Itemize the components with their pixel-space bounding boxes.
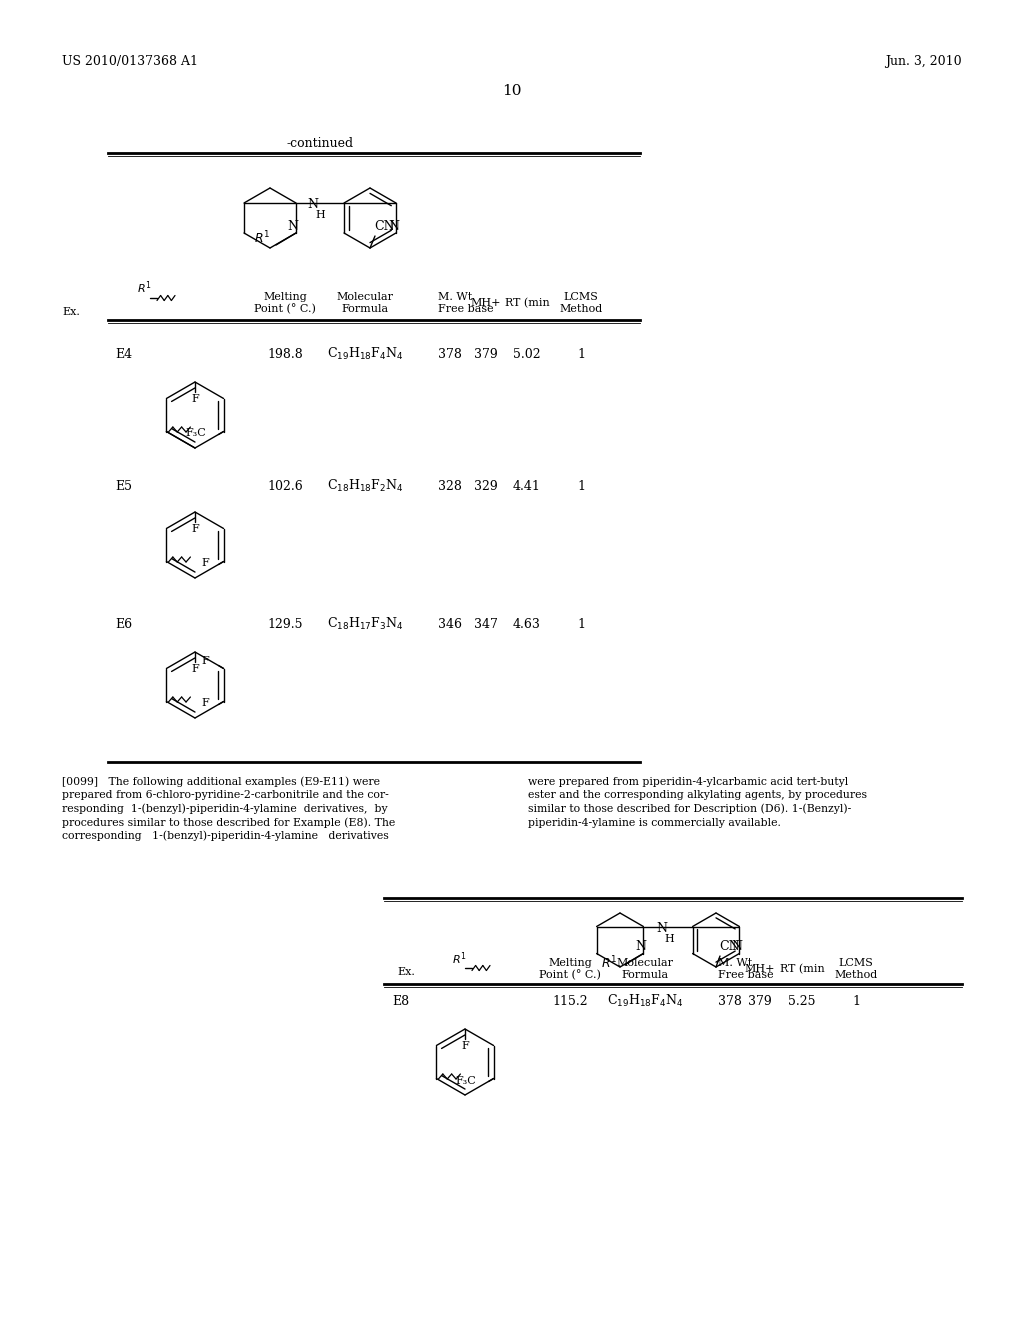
Text: Jun. 3, 2010: Jun. 3, 2010	[886, 55, 962, 69]
Text: N: N	[388, 220, 399, 234]
Text: E5: E5	[115, 480, 132, 492]
Text: similar to those described for Description (D6). 1-(Benzyl)-: similar to those described for Descripti…	[528, 804, 851, 814]
Text: Melting: Melting	[263, 292, 307, 302]
Text: $R^1$: $R^1$	[137, 280, 152, 297]
Text: Point (° C.): Point (° C.)	[254, 304, 316, 314]
Text: Free base: Free base	[718, 970, 773, 979]
Text: E4: E4	[115, 348, 132, 360]
Text: C$_{18}$H$_{17}$F$_3$N$_4$: C$_{18}$H$_{17}$F$_3$N$_4$	[327, 616, 403, 632]
Text: F₃C: F₃C	[185, 429, 206, 438]
Text: Melting: Melting	[548, 958, 592, 968]
Text: Method: Method	[835, 970, 878, 979]
Text: [0099]   The following additional examples (E9-E11) were: [0099] The following additional examples…	[62, 776, 380, 787]
Text: 102.6: 102.6	[267, 480, 303, 492]
Text: N: N	[307, 198, 318, 211]
Text: F: F	[461, 1041, 469, 1051]
Text: 129.5: 129.5	[267, 618, 303, 631]
Text: Formula: Formula	[341, 304, 388, 314]
Text: MH+: MH+	[744, 964, 775, 974]
Text: 329: 329	[474, 480, 498, 492]
Text: corresponding   1-(benzyl)-piperidin-4-ylamine   derivatives: corresponding 1-(benzyl)-piperidin-4-yla…	[62, 830, 389, 841]
Text: F: F	[191, 664, 199, 675]
Text: 347: 347	[474, 618, 498, 631]
Text: F: F	[191, 524, 199, 535]
Text: E6: E6	[115, 618, 132, 631]
Text: MH+: MH+	[471, 298, 502, 308]
Text: E8: E8	[392, 995, 410, 1008]
Text: C$_{18}$H$_{18}$F$_2$N$_4$: C$_{18}$H$_{18}$F$_2$N$_4$	[327, 478, 403, 494]
Text: Ex.: Ex.	[62, 308, 80, 317]
Text: Ex.: Ex.	[397, 968, 415, 977]
Text: prepared from 6-chloro-pyridine-2-carbonitrile and the cor-: prepared from 6-chloro-pyridine-2-carbon…	[62, 791, 389, 800]
Text: $R^1$: $R^1$	[254, 230, 270, 246]
Text: 1: 1	[577, 618, 585, 631]
Text: US 2010/0137368 A1: US 2010/0137368 A1	[62, 55, 198, 69]
Text: CN: CN	[374, 220, 394, 234]
Text: H: H	[664, 933, 674, 944]
Text: $R^1$: $R^1$	[601, 954, 617, 972]
Text: M. Wt: M. Wt	[438, 292, 472, 302]
Text: Molecular: Molecular	[337, 292, 393, 302]
Text: F: F	[202, 557, 209, 568]
Text: 346: 346	[438, 618, 462, 631]
Text: Point (° C.): Point (° C.)	[539, 969, 601, 979]
Text: 378: 378	[718, 995, 741, 1008]
Text: 4.63: 4.63	[513, 618, 541, 631]
Text: 10: 10	[502, 84, 522, 98]
Text: 379: 379	[474, 348, 498, 360]
Text: Method: Method	[559, 304, 603, 314]
Text: N: N	[731, 940, 742, 953]
Text: C$_{19}$H$_{18}$F$_4$N$_4$: C$_{19}$H$_{18}$F$_4$N$_4$	[327, 346, 403, 362]
Text: N: N	[635, 940, 646, 953]
Text: H: H	[315, 210, 325, 220]
Text: ester and the corresponding alkylating agents, by procedures: ester and the corresponding alkylating a…	[528, 791, 867, 800]
Text: LCMS: LCMS	[563, 292, 598, 302]
Text: M. Wt: M. Wt	[718, 958, 753, 968]
Text: RT (min: RT (min	[779, 964, 824, 974]
Text: C$_{19}$H$_{18}$F$_4$N$_4$: C$_{19}$H$_{18}$F$_4$N$_4$	[607, 993, 683, 1008]
Text: 115.2: 115.2	[552, 995, 588, 1008]
Text: RT (min: RT (min	[505, 298, 549, 308]
Text: 378: 378	[438, 348, 462, 360]
Text: N: N	[287, 220, 298, 234]
Text: Free base: Free base	[438, 304, 494, 314]
Text: responding  1-(benzyl)-piperidin-4-ylamine  derivatives,  by: responding 1-(benzyl)-piperidin-4-ylamin…	[62, 804, 388, 814]
Text: F: F	[191, 393, 199, 404]
Text: 1: 1	[577, 348, 585, 360]
Text: F: F	[202, 656, 209, 667]
Text: -continued: -continued	[287, 137, 353, 150]
Text: 198.8: 198.8	[267, 348, 303, 360]
Text: were prepared from piperidin-4-ylcarbamic acid tert-butyl: were prepared from piperidin-4-ylcarbami…	[528, 777, 848, 787]
Text: piperidin-4-ylamine is commercially available.: piperidin-4-ylamine is commercially avai…	[528, 817, 781, 828]
Text: 1: 1	[577, 480, 585, 492]
Text: 5.25: 5.25	[788, 995, 816, 1008]
Text: 5.02: 5.02	[513, 348, 541, 360]
Text: Formula: Formula	[622, 970, 669, 979]
Text: 379: 379	[749, 995, 772, 1008]
Text: 328: 328	[438, 480, 462, 492]
Text: LCMS: LCMS	[839, 958, 873, 968]
Text: N: N	[656, 923, 667, 936]
Text: $R^1$: $R^1$	[452, 950, 467, 968]
Text: 1: 1	[852, 995, 860, 1008]
Text: F₃C: F₃C	[456, 1076, 476, 1085]
Text: 4.41: 4.41	[513, 480, 541, 492]
Text: Molecular: Molecular	[616, 958, 674, 968]
Text: F: F	[202, 697, 209, 708]
Text: CN: CN	[719, 940, 739, 953]
Text: procedures similar to those described for Example (E8). The: procedures similar to those described fo…	[62, 817, 395, 828]
